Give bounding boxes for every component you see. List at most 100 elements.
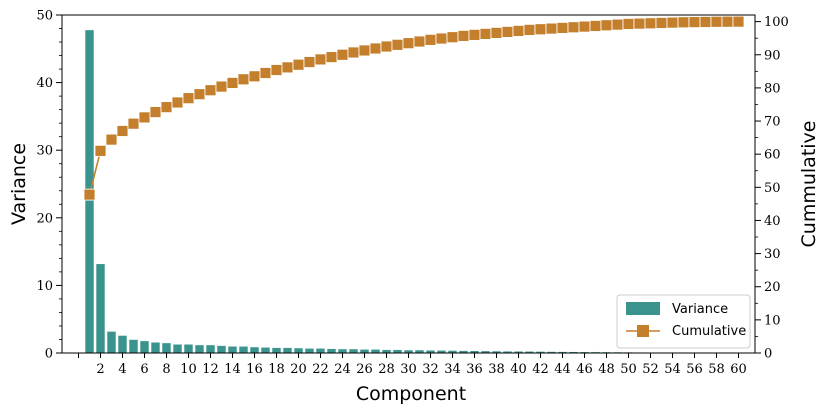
variance-bar — [128, 339, 139, 354]
x-tick-label: 52 — [642, 362, 659, 377]
x-tick-label: 8 — [162, 362, 170, 377]
cumulative-point — [468, 28, 481, 41]
cumulative-point — [347, 46, 360, 59]
cumulative-point — [710, 15, 723, 28]
cumulative-point — [457, 29, 470, 42]
cumulative-point — [721, 15, 734, 28]
cumulative-point — [105, 133, 118, 146]
y2-tick-label: 100 — [764, 15, 789, 30]
cumulative-point — [523, 24, 536, 36]
cumulative-point — [534, 23, 547, 36]
cumulative-point — [182, 92, 195, 105]
cumulative-point — [127, 117, 140, 130]
variance-bar — [370, 348, 381, 354]
y-axis-left: 0 10 20 30 40 50 — [36, 9, 62, 362]
y2-tick-label: 0 — [764, 347, 772, 362]
y-tick-label: 40 — [36, 76, 53, 91]
x-tick-label: 32 — [422, 362, 439, 377]
cumulative-point — [633, 17, 646, 30]
legend-label-cumulative: Cumulative — [672, 324, 746, 339]
cumulative-point — [369, 42, 382, 55]
x-tick-label: 22 — [312, 362, 329, 377]
cumulative-point — [556, 22, 569, 34]
cumulative-point — [259, 67, 272, 79]
variance-bar — [150, 341, 161, 354]
x-tick-label: 60 — [730, 362, 747, 377]
y2-tick-label: 50 — [764, 181, 781, 196]
cumulative-point — [622, 18, 635, 30]
y2-axis-title: Cummulative — [798, 121, 820, 248]
y2-tick-label: 40 — [764, 214, 781, 229]
cumulative-point — [292, 58, 305, 71]
cumulative-point — [215, 80, 228, 93]
cumulative-point — [479, 27, 492, 40]
variance-bar — [183, 343, 194, 354]
cumulative-point — [446, 31, 459, 44]
y2-tick-label: 80 — [764, 81, 781, 96]
x-tick-label: 26 — [356, 362, 373, 377]
y-tick-label: 10 — [36, 279, 53, 294]
cumulative-point — [688, 16, 701, 29]
variance-bar — [271, 347, 282, 354]
y2-tick-label: 20 — [764, 280, 781, 295]
cumulative-point — [314, 53, 327, 66]
x-tick-label: 58 — [708, 362, 725, 377]
y2-tick-label: 70 — [764, 115, 781, 130]
x-tick-label: 24 — [334, 362, 351, 377]
cumulative-point — [116, 125, 129, 137]
cumulative-point — [226, 77, 239, 89]
legend-marker-cumulative — [637, 325, 649, 337]
cumulative-point — [435, 32, 448, 45]
cumulative-point — [270, 64, 283, 76]
cumulative-point — [336, 48, 349, 61]
x-tick-label: 30 — [400, 362, 417, 377]
x-axis-title: Component — [356, 383, 466, 405]
x-tick-label: 54 — [664, 362, 681, 377]
legend: Variance Cumulative — [616, 294, 751, 349]
variance-bar — [348, 348, 359, 354]
cumulative-point — [677, 16, 690, 29]
y-axis-title: Variance — [8, 143, 30, 225]
y-tick-label: 50 — [36, 9, 53, 24]
x-tick-label: 44 — [554, 362, 571, 377]
variance-bar — [117, 335, 128, 354]
y-tick-label: 30 — [36, 144, 53, 159]
x-tick-label: 10 — [180, 362, 197, 377]
x-tick-label: 40 — [510, 362, 527, 377]
cumulative-point — [248, 70, 261, 83]
cumulative-point — [325, 51, 338, 63]
x-tick-label: 50 — [620, 362, 637, 377]
variance-bar — [260, 346, 271, 354]
cumulative-point — [600, 19, 613, 32]
cumulative-point — [358, 44, 371, 57]
variance-bar — [381, 349, 392, 354]
cumulative-point — [413, 35, 426, 48]
cumulative-point — [655, 17, 668, 29]
x-tick-label: 38 — [488, 362, 505, 377]
x-tick-label: 42 — [532, 362, 549, 377]
cumulative-series — [83, 15, 745, 201]
x-tick-label: 14 — [224, 362, 241, 377]
cumulative-point — [83, 188, 96, 201]
cumulative-point — [204, 84, 217, 97]
variance-bar — [304, 347, 315, 354]
cumulative-point — [402, 37, 415, 50]
cumulative-point — [160, 101, 173, 114]
x-axis: 2 4 6 8 10 12 14 16 18 20 22 24 26 28 30 32 34 36 38 40 42 44… — [78, 353, 747, 377]
x-tick-label: 18 — [268, 362, 285, 377]
variance-bar — [161, 342, 172, 354]
cumulative-point — [699, 16, 712, 28]
variance-bar — [95, 263, 106, 354]
cumulative-point — [281, 61, 294, 74]
cumulative-point — [138, 111, 151, 124]
cumulative-point — [149, 106, 162, 118]
variance-bar — [227, 345, 238, 354]
y-tick-label: 0 — [45, 347, 53, 362]
variance-bar — [238, 345, 249, 354]
variance-bar — [337, 348, 348, 354]
y2-tick-label: 60 — [764, 148, 781, 163]
x-tick-label: 2 — [96, 362, 104, 377]
variance-bar — [205, 344, 216, 354]
variance-bar — [194, 344, 205, 354]
